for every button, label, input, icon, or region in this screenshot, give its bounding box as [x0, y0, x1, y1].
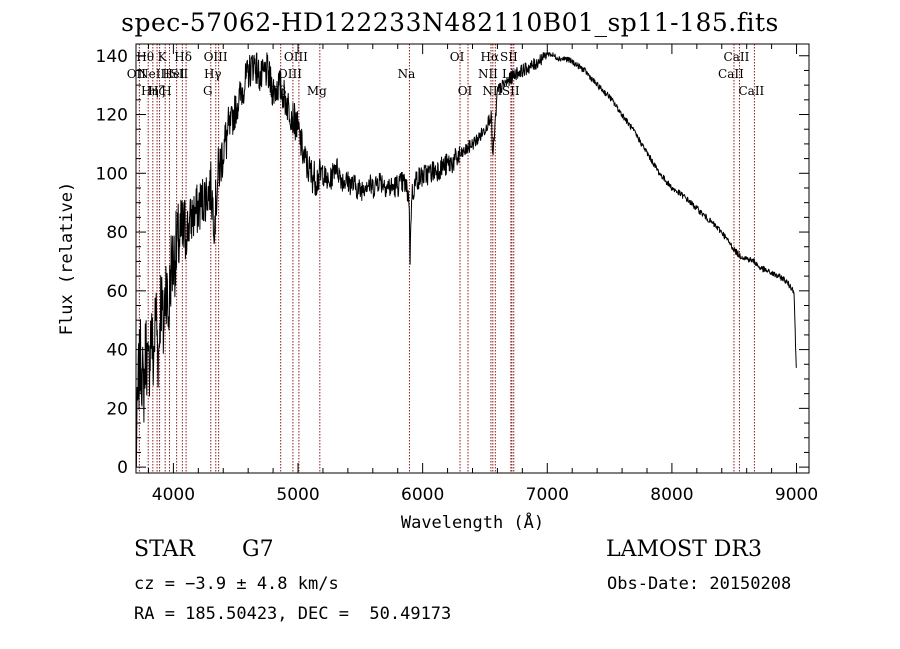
line-marker-label-26: CaII: [718, 67, 744, 81]
line-marker-label-17: Na: [398, 67, 416, 81]
observation-date: Obs-Date: 20150208: [607, 574, 792, 594]
line-marker-label-12: OIII: [204, 50, 228, 64]
line-marker-labels: OIIHθHηNeIIIHζKHHeISIIHδGHγOIIIHβOIIIOII…: [127, 50, 765, 98]
chart-title: spec-57062-HD122233N482110B01_sp11-185.f…: [121, 8, 779, 37]
x-tick-label-3: 7000: [526, 485, 569, 505]
y-tick-label-4: 80: [106, 223, 128, 243]
y-tick-label-0: 0: [117, 458, 128, 478]
survey-name: LAMOST DR3: [606, 537, 762, 562]
line-marker-label-9: Hδ: [174, 50, 192, 64]
object-subclass: G7: [242, 537, 274, 562]
line-marker-label-27: CaII: [724, 50, 750, 64]
y-tick-label-2: 40: [106, 341, 128, 361]
axis-ticks: 4000 5000 6000 7000 8000 9000 0 20 40 60 80 100 120 1…: [96, 44, 818, 505]
line-marker-label-19: OI: [458, 84, 473, 98]
line-marker-label-11: Hγ: [204, 67, 222, 81]
x-tick-label-4: 8000: [650, 485, 693, 505]
x-tick-label-2: 6000: [401, 485, 444, 505]
line-marker-label-4: Hζ: [148, 84, 165, 98]
line-marker-label-25: SII: [502, 84, 520, 98]
line-marker-label-2: Hη: [141, 84, 159, 98]
y-axis-label: Flux (relative): [57, 182, 77, 336]
line-marker-label-6: H: [161, 84, 171, 98]
sky-coordinates: RA = 185.50423, DEC = 50.49173: [134, 604, 452, 624]
line-marker-label-7: HeI: [162, 67, 185, 81]
y-tick-label-5: 100: [96, 164, 128, 184]
line-marker-label-8: SII: [171, 67, 189, 81]
line-marker-label-14: OIII: [278, 67, 302, 81]
line-marker-label-1: Hθ: [136, 50, 154, 64]
line-marker-label-18: OI: [450, 50, 465, 64]
line-marker-label-24: SII: [500, 50, 518, 64]
redshift-velocity: cz = −3.9 ± 4.8 km/s: [134, 574, 339, 594]
x-axis-label: Wavelength (Å): [401, 511, 544, 533]
line-markers: [138, 44, 755, 473]
y-tick-label-6: 120: [96, 106, 128, 126]
object-class: STAR: [134, 537, 195, 562]
x-tick-label-1: 5000: [276, 485, 319, 505]
line-marker-label-15: OIII: [284, 50, 308, 64]
line-marker-label-3: NeIII: [138, 67, 170, 81]
y-tick-label-3: 60: [106, 282, 128, 302]
line-marker-label-20: NII: [478, 67, 498, 81]
x-tick-label-0: 4000: [152, 485, 195, 505]
line-marker-label-21: Hα: [481, 50, 500, 64]
line-marker-label-23: Li: [502, 67, 514, 81]
x-tick-label-5: 9000: [775, 485, 818, 505]
spectrum-line: [135, 52, 797, 468]
line-marker-label-10: G: [203, 84, 213, 98]
y-tick-label-7: 140: [96, 47, 128, 67]
line-marker-label-28: CaII: [738, 84, 764, 98]
line-marker-label-16: Mg: [307, 84, 327, 98]
line-marker-label-5: K: [158, 50, 168, 64]
y-tick-label-1: 20: [106, 399, 128, 419]
